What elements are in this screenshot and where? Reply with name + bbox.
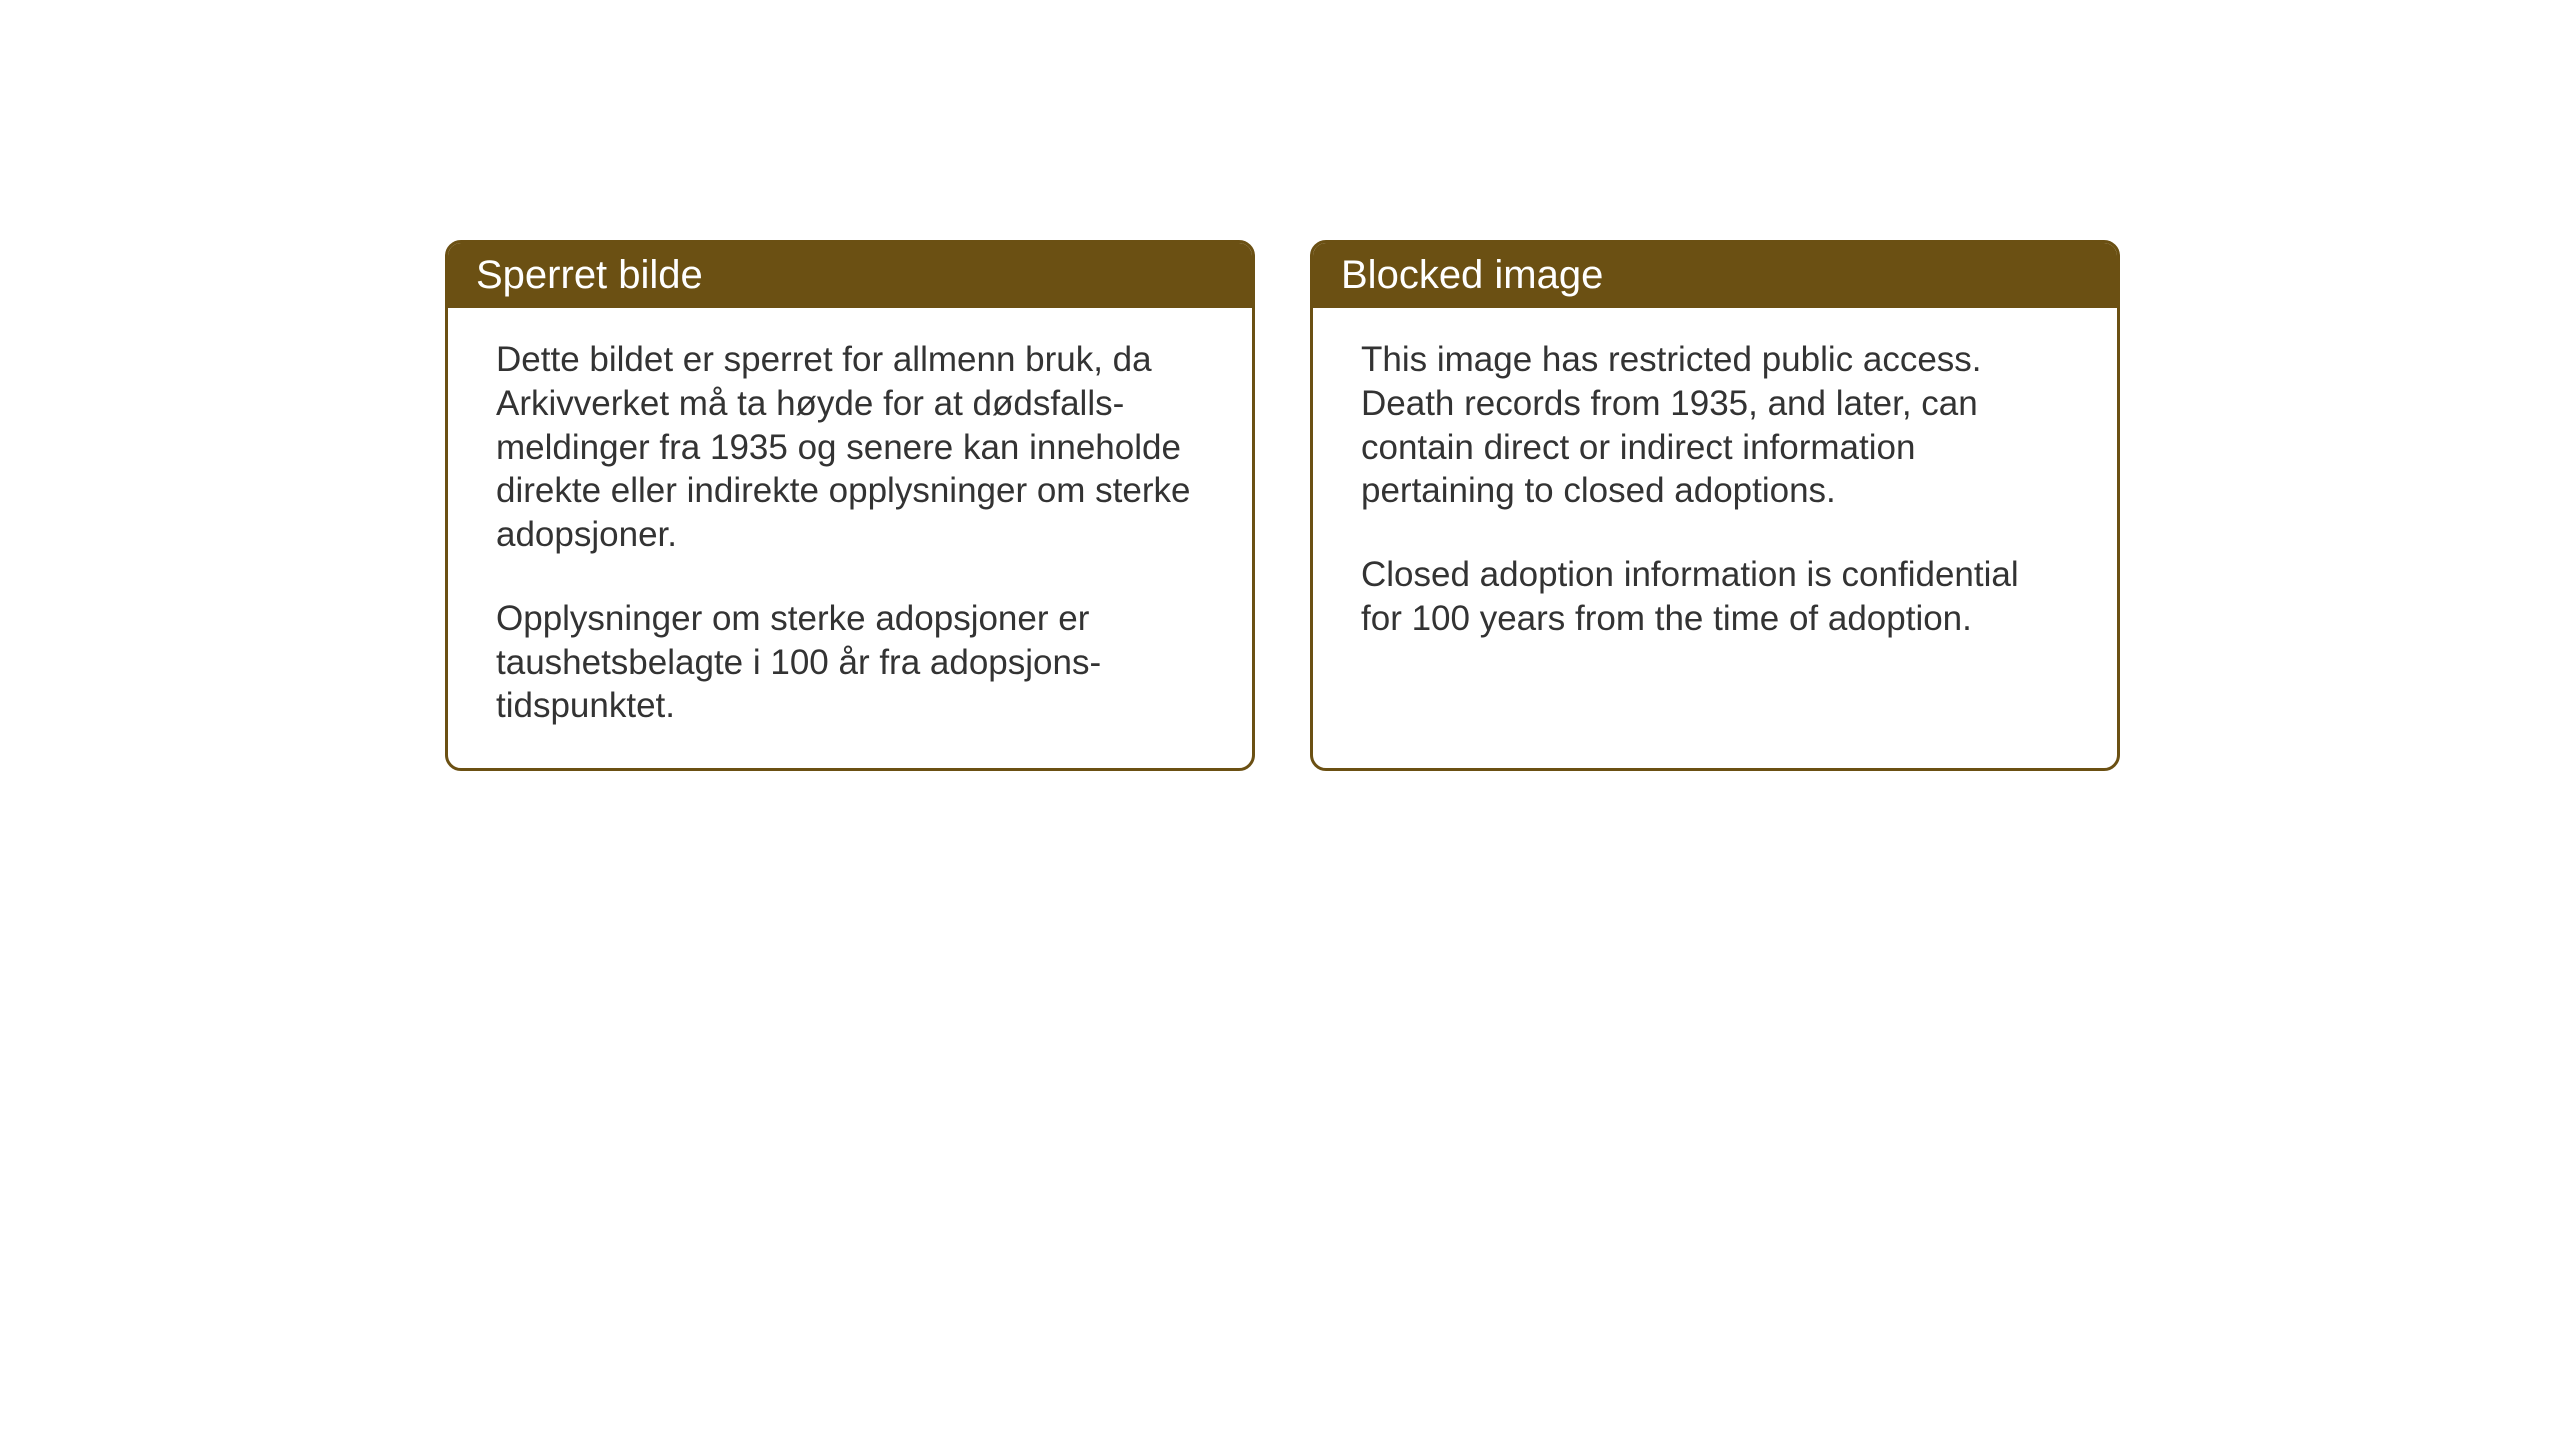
notice-paragraph-1: This image has restricted public access.… xyxy=(1361,338,2069,513)
notice-card-norwegian: Sperret bilde Dette bildet er sperret fo… xyxy=(445,240,1255,771)
notice-card-english: Blocked image This image has restricted … xyxy=(1310,240,2120,771)
notice-body-norwegian: Dette bildet er sperret for allmenn bruk… xyxy=(448,308,1252,768)
notice-header-norwegian: Sperret bilde xyxy=(448,243,1252,308)
notice-paragraph-1: Dette bildet er sperret for allmenn bruk… xyxy=(496,338,1204,557)
notice-paragraph-2: Opplysninger om sterke adopsjoner er tau… xyxy=(496,597,1204,728)
notice-title: Blocked image xyxy=(1341,253,1603,297)
notice-paragraph-2: Closed adoption information is confident… xyxy=(1361,553,2069,641)
notice-body-english: This image has restricted public access.… xyxy=(1313,308,2117,681)
notice-header-english: Blocked image xyxy=(1313,243,2117,308)
notice-title: Sperret bilde xyxy=(476,253,703,297)
notice-container: Sperret bilde Dette bildet er sperret fo… xyxy=(445,240,2120,771)
